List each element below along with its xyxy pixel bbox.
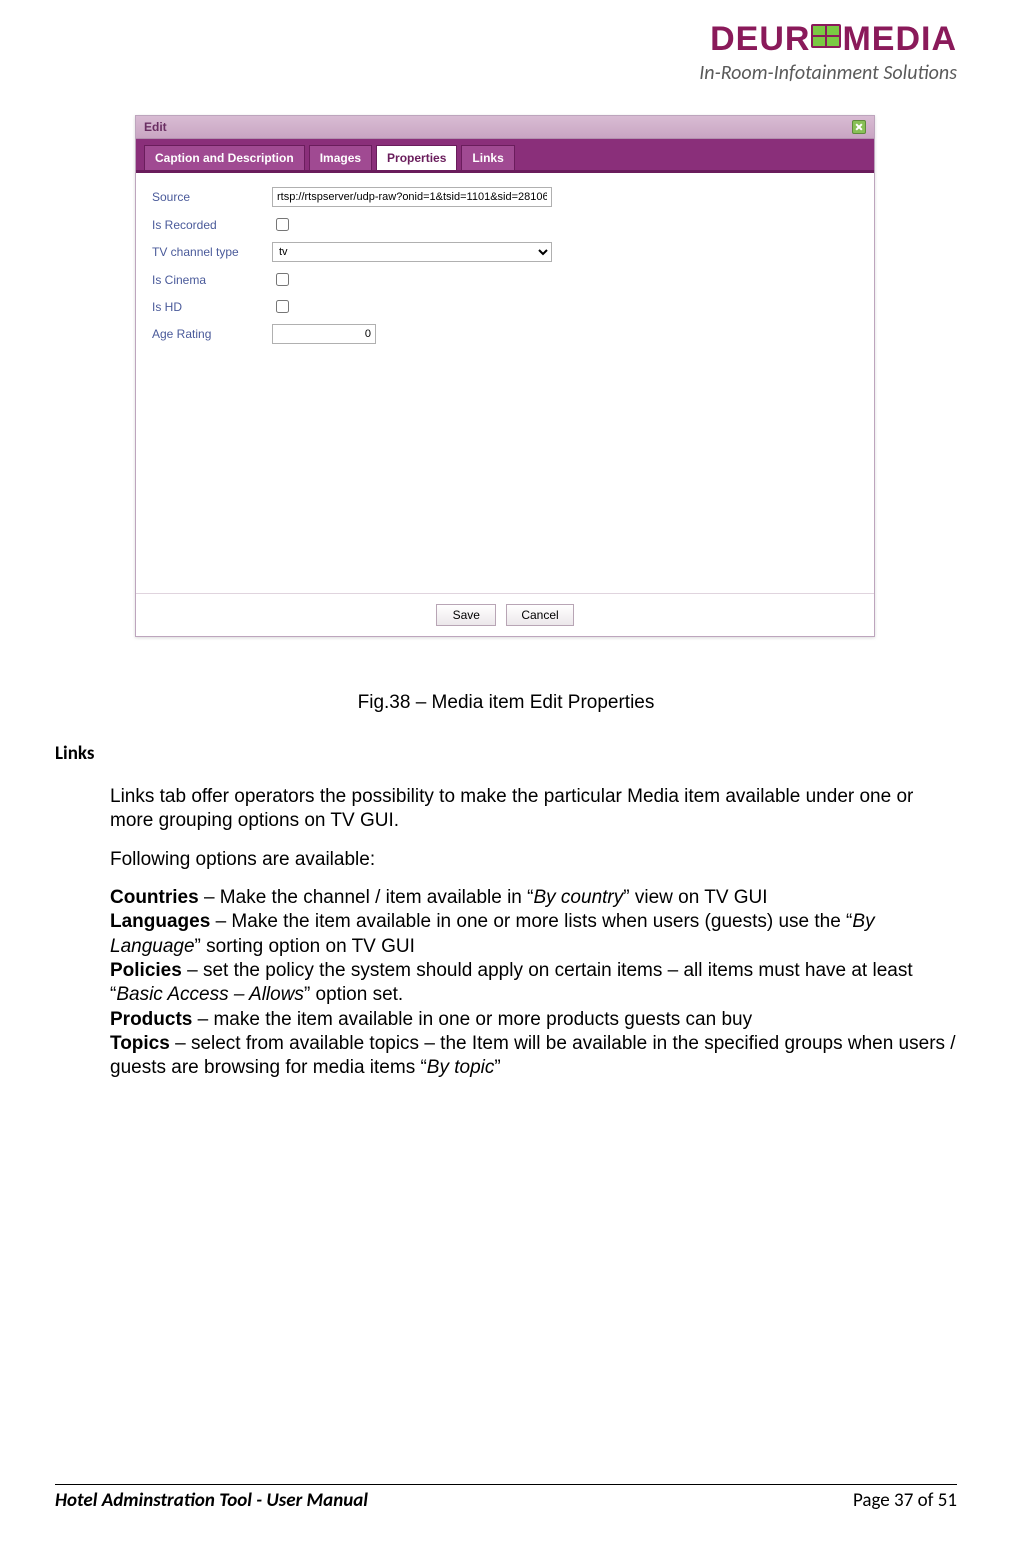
- tab-properties[interactable]: Properties: [376, 145, 457, 170]
- option-topics-label: Topics: [110, 1033, 170, 1054]
- tab-links[interactable]: Links: [461, 145, 514, 170]
- body-text: Links tab offer operators the possibilit…: [110, 785, 957, 1080]
- input-source[interactable]: [272, 187, 552, 207]
- row-is-cinema: Is Cinema: [152, 270, 858, 289]
- brand-suffix: MEDIA: [842, 20, 957, 58]
- option-languages-label: Languages: [110, 911, 210, 932]
- edit-dialog-screenshot: Edit Caption and Description Images Prop…: [135, 115, 875, 637]
- page-header: DEUR MEDIA In-Room-Infotainment Solutions: [55, 20, 957, 85]
- label-is-cinema: Is Cinema: [152, 273, 272, 287]
- tabstrip: Caption and Description Images Propertie…: [136, 139, 874, 173]
- paragraph-options-lead: Following options are available:: [110, 848, 957, 872]
- label-tv-channel-type: TV channel type: [152, 245, 272, 259]
- label-age-rating: Age Rating: [152, 327, 272, 341]
- option-products: Products – make the item available in on…: [110, 1008, 957, 1032]
- close-icon[interactable]: [852, 120, 866, 134]
- form-area: Source Is Recorded TV channel type tv Is…: [136, 173, 874, 593]
- paragraph-intro: Links tab offer operators the possibilit…: [110, 785, 957, 834]
- row-tv-channel-type: TV channel type tv: [152, 242, 858, 262]
- checkbox-is-cinema[interactable]: [276, 273, 289, 286]
- brand-logo: DEUR MEDIA: [55, 20, 957, 59]
- option-topics-text-a: – select from available topics – the Ite…: [110, 1033, 956, 1078]
- option-languages-text-b: ” sorting option on TV GUI: [195, 936, 415, 957]
- footer-left: Hotel Adminstration Tool - User Manual: [55, 1489, 368, 1512]
- cancel-button[interactable]: Cancel: [506, 604, 573, 626]
- checkbox-is-recorded[interactable]: [276, 218, 289, 231]
- edit-dialog: Edit Caption and Description Images Prop…: [135, 115, 875, 637]
- footer-right: Page 37 of 51: [853, 1489, 957, 1512]
- dialog-title: Edit: [144, 120, 167, 134]
- option-languages: Languages – Make the item available in o…: [110, 910, 957, 959]
- label-is-hd: Is HD: [152, 300, 272, 314]
- option-topics: Topics – select from available topics – …: [110, 1032, 957, 1081]
- select-tv-channel-type[interactable]: tv: [272, 242, 552, 262]
- options-list: Countries – Make the channel / item avai…: [110, 886, 957, 1081]
- label-source: Source: [152, 190, 272, 204]
- row-age-rating: Age Rating: [152, 324, 858, 344]
- option-countries-em: By country: [533, 887, 623, 908]
- option-topics-text-b: ”: [494, 1057, 500, 1078]
- option-languages-text-a: – Make the item available in one or more…: [210, 911, 852, 932]
- row-is-recorded: Is Recorded: [152, 215, 858, 234]
- figure-caption: Fig.38 – Media item Edit Properties: [55, 692, 957, 714]
- row-source: Source: [152, 187, 858, 207]
- option-countries-text-b: ” view on TV GUI: [623, 887, 767, 908]
- section-heading-links: Links: [55, 742, 957, 765]
- option-policies-label: Policies: [110, 960, 182, 981]
- option-countries-label: Countries: [110, 887, 199, 908]
- brand-logo-icon: [811, 24, 841, 48]
- row-is-hd: Is HD: [152, 297, 858, 316]
- label-is-recorded: Is Recorded: [152, 218, 272, 232]
- option-policies: Policies – set the policy the system sho…: [110, 959, 957, 1008]
- dialog-button-bar: Save Cancel: [136, 593, 874, 636]
- checkbox-is-hd[interactable]: [276, 300, 289, 313]
- brand-tagline: In-Room-Infotainment Solutions: [55, 61, 957, 85]
- dialog-titlebar: Edit: [136, 116, 874, 139]
- brand-prefix: DEUR: [710, 20, 810, 58]
- input-age-rating[interactable]: [272, 324, 376, 344]
- option-policies-em: Basic Access – Allows: [116, 984, 304, 1005]
- tab-caption-description[interactable]: Caption and Description: [144, 145, 305, 170]
- option-topics-em: By topic: [427, 1057, 495, 1078]
- page-footer: Hotel Adminstration Tool - User Manual P…: [55, 1484, 957, 1512]
- option-policies-text-b: ” option set.: [304, 984, 403, 1005]
- footer-row: Hotel Adminstration Tool - User Manual P…: [55, 1489, 957, 1512]
- document-page: DEUR MEDIA In-Room-Infotainment Solutions…: [0, 0, 1012, 1542]
- option-countries: Countries – Make the channel / item avai…: [110, 886, 957, 910]
- option-products-label: Products: [110, 1009, 192, 1030]
- footer-rule: [55, 1484, 957, 1485]
- option-products-text: – make the item available in one or more…: [192, 1009, 752, 1030]
- tab-images[interactable]: Images: [309, 145, 372, 170]
- save-button[interactable]: Save: [436, 604, 496, 626]
- option-countries-text-a: – Make the channel / item available in “: [199, 887, 534, 908]
